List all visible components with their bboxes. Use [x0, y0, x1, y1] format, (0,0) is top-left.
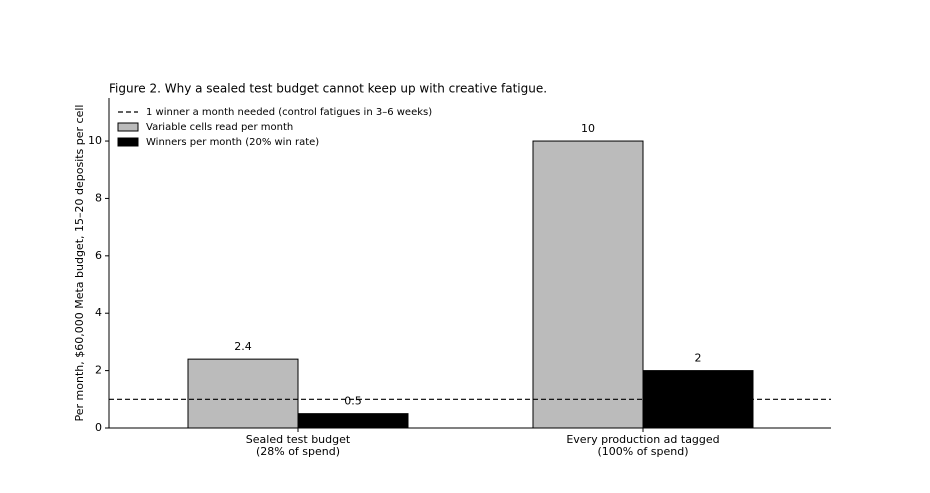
legend-swatch — [117, 137, 139, 147]
bar — [297, 413, 409, 429]
y-tick-label: 4 — [95, 306, 102, 319]
y-tick-label: 8 — [95, 191, 102, 204]
x-tick-label: Every production ad tagged (100% of spen… — [566, 433, 720, 458]
legend-label: 1 winner a month needed (control fatigue… — [146, 107, 432, 118]
value-label: 10 — [581, 122, 595, 135]
y-axis-label: Per month, $60,000 Meta budget, 15–20 de… — [73, 105, 86, 422]
bar — [532, 140, 644, 429]
value-label: 2.4 — [234, 340, 252, 353]
value-label: 0.5 — [344, 395, 362, 408]
y-tick-label: 0 — [95, 421, 102, 434]
value-label: 2 — [695, 352, 702, 365]
legend-swatch — [117, 122, 139, 132]
x-tick-label: Sealed test budget (28% of spend) — [245, 433, 351, 458]
legend-label: Winners per month (20% win rate) — [146, 137, 319, 148]
y-tick-label: 10 — [88, 134, 102, 147]
bar — [187, 358, 299, 429]
y-tick-label: 2 — [95, 364, 102, 377]
chart-title: Figure 2. Why a sealed test budget canno… — [109, 82, 547, 96]
legend-label: Variable cells read per month — [146, 122, 293, 133]
y-tick-label: 6 — [95, 249, 102, 262]
